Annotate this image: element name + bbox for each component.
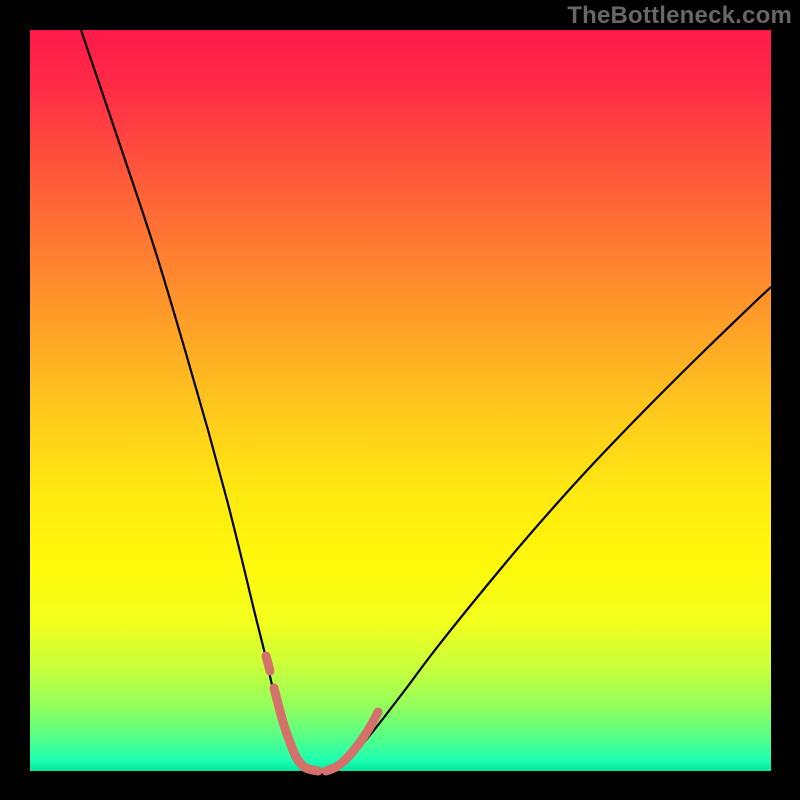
watermark-text: TheBottleneck.com xyxy=(567,2,792,30)
curve-layer xyxy=(30,30,771,771)
highlight-segment-0 xyxy=(266,656,270,671)
highlight-segment-1 xyxy=(274,688,318,771)
curve-left-branch xyxy=(81,30,310,771)
curve-right-branch xyxy=(328,287,771,771)
plot-area xyxy=(30,30,771,771)
highlight-segment-2 xyxy=(326,712,378,771)
chart-frame: TheBottleneck.com xyxy=(0,0,800,800)
